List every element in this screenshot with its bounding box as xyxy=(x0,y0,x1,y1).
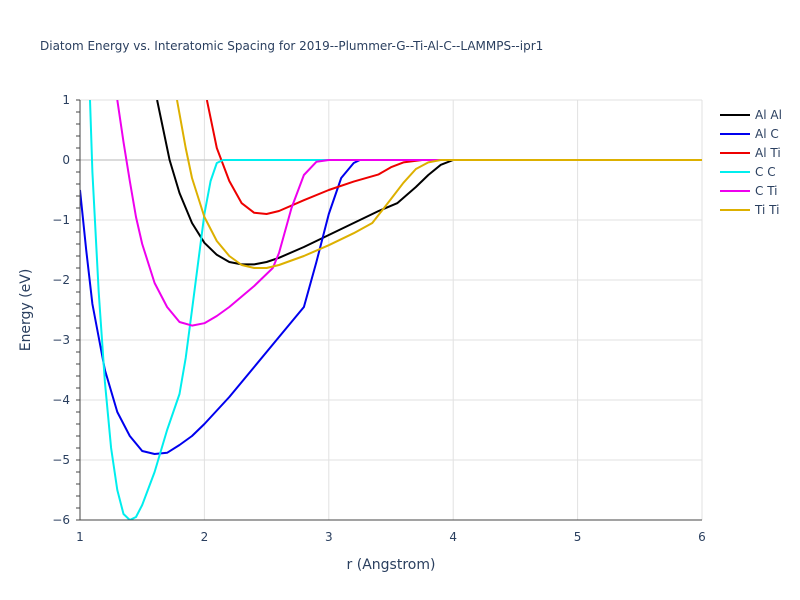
legend-label: Al Ti xyxy=(755,146,781,160)
y-tick-label: −3 xyxy=(52,333,70,347)
x-tick-label: 5 xyxy=(574,530,582,544)
series-line-al-ti xyxy=(205,100,702,215)
series-line-al-al xyxy=(156,100,702,266)
chart-title: Diatom Energy vs. Interatomic Spacing fo… xyxy=(40,39,543,53)
y-axis-title: Energy (eV) xyxy=(18,269,34,352)
legend-label: Al C xyxy=(755,127,779,141)
y-tick-label: −1 xyxy=(52,213,70,227)
legend-item[interactable]: Al C xyxy=(720,127,779,141)
legend-label: Ti Ti xyxy=(754,203,779,217)
plot-area xyxy=(80,100,702,520)
legend-item[interactable]: Al Ti xyxy=(720,146,781,160)
legend-label: C Ti xyxy=(755,184,778,198)
series-line-c-c xyxy=(89,100,702,520)
legend-label: C C xyxy=(755,165,776,179)
legend[interactable]: Al Al Al C Al Ti C C C Ti Ti Ti xyxy=(720,108,782,217)
legend-item[interactable]: Al Al xyxy=(720,108,782,122)
legend-item[interactable]: C C xyxy=(720,165,776,179)
x-tick-label: 6 xyxy=(698,530,706,544)
legend-label: Al Al xyxy=(755,108,782,122)
y-tick-label: −6 xyxy=(52,513,70,527)
series-line-al-c xyxy=(80,159,702,455)
x-axis-title: r (Angstrom) xyxy=(347,557,436,573)
y-tick-label: −5 xyxy=(52,453,70,467)
series-line-ti-ti xyxy=(176,100,702,269)
x-tick-label: 1 xyxy=(76,530,84,544)
x-tick-label: 3 xyxy=(325,530,333,544)
legend-item[interactable]: C Ti xyxy=(720,184,778,198)
y-tick-label: 0 xyxy=(62,153,70,167)
series-line-c-ti xyxy=(116,100,702,327)
legend-item[interactable]: Ti Ti xyxy=(720,203,779,217)
y-tick-label: 1 xyxy=(62,93,70,107)
y-tick-label: −2 xyxy=(52,273,70,287)
x-tick-label: 4 xyxy=(449,530,457,544)
y-tick-label: −4 xyxy=(52,393,70,407)
x-tick-label: 2 xyxy=(201,530,209,544)
axes: 1 2 3 4 5 6 1 0 −1 −2 −3 −4 −5 −6 xyxy=(52,93,706,544)
